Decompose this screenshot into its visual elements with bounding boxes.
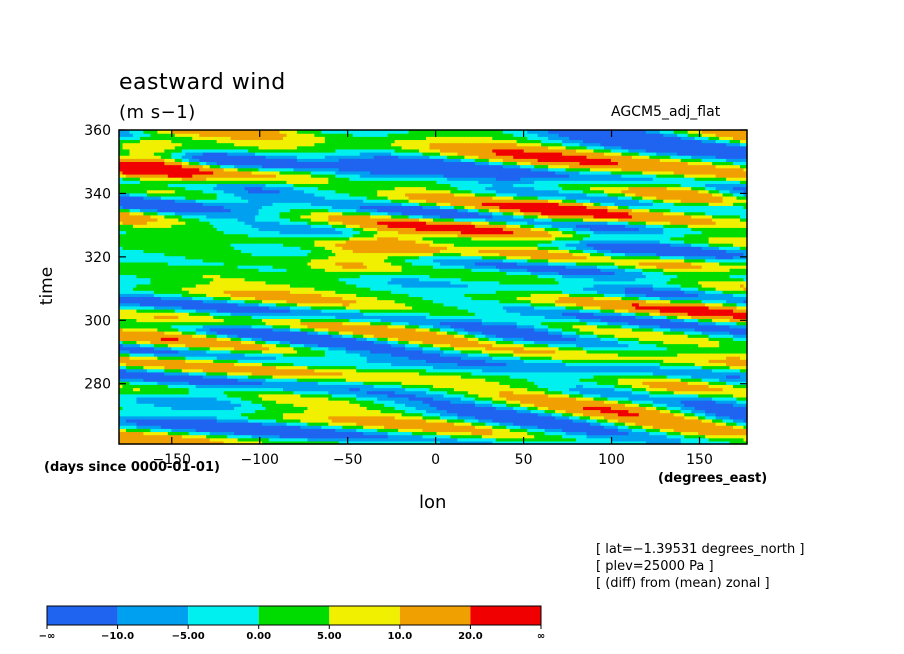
heatmap-field <box>119 130 748 445</box>
